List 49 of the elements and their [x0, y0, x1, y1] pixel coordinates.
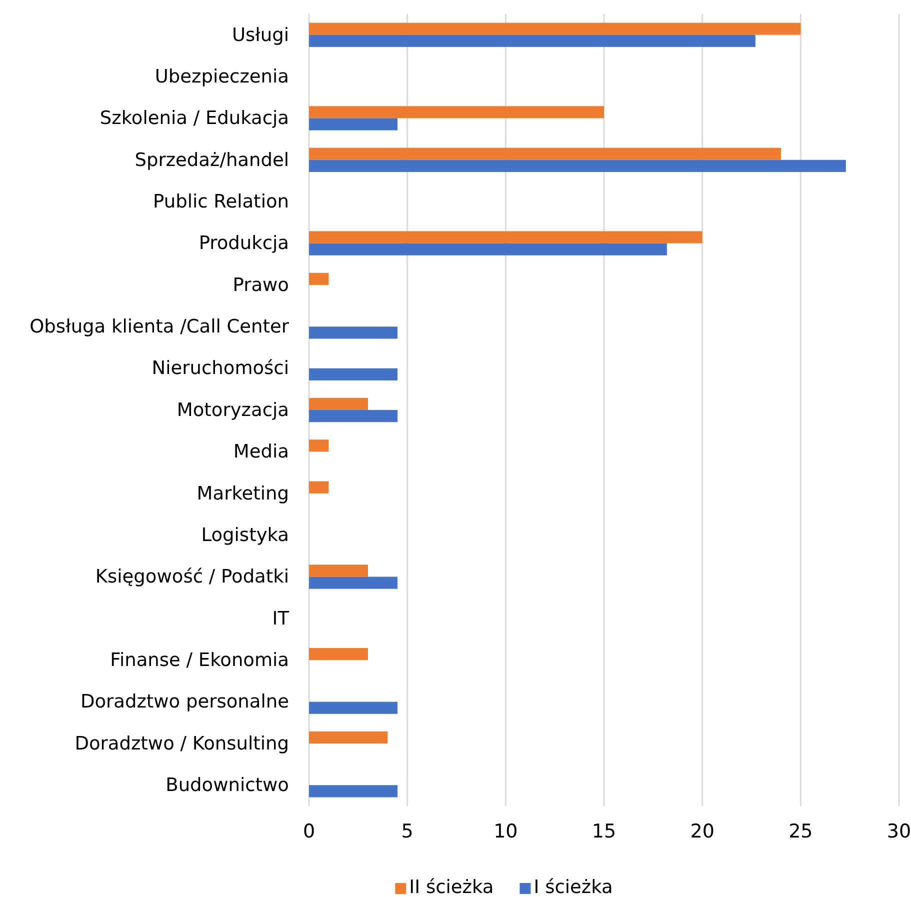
bar [309, 160, 846, 172]
y-tick-label: Ubezpieczenia [154, 66, 289, 88]
y-tick-label: Sprzedaż/handel [134, 150, 289, 171]
x-tick-label: 0 [302, 820, 316, 842]
x-tick-label: 30 [886, 820, 911, 842]
bar [309, 368, 398, 380]
legend-label: II ścieżka [409, 877, 494, 897]
y-tick-label: Logistyka [201, 524, 289, 546]
y-tick-label: Doradztwo / Konsulting [74, 733, 289, 754]
bar [309, 481, 329, 494]
bar [309, 231, 702, 244]
bar [309, 564, 368, 577]
bar [309, 22, 801, 35]
y-tick-label: Prawo [232, 274, 289, 296]
y-tick-label: Nieruchomości [152, 358, 289, 380]
bar [309, 731, 388, 744]
y-tick-label: Doradztwo personalne [80, 692, 289, 713]
x-tick-label: 5 [401, 820, 414, 842]
y-tick-label: Szkolenia / Edukacja [100, 108, 289, 130]
bar [309, 702, 398, 714]
y-tick-label: Marketing [196, 483, 289, 504]
bar [309, 34, 756, 47]
bar [309, 785, 398, 798]
y-tick-label: Media [233, 442, 289, 463]
bar [309, 648, 368, 660]
bar [309, 106, 604, 118]
x-tick-label: 20 [690, 820, 714, 842]
y-tick-label: Produkcja [198, 233, 289, 254]
y-tick-label: Budownictwo [166, 775, 289, 796]
bar [309, 410, 398, 422]
y-tick-label: Motoryzacja [176, 400, 289, 421]
legend-label: I ścieżka [534, 877, 613, 897]
bar [309, 243, 667, 256]
bar [309, 148, 781, 160]
x-tick-label: 10 [494, 820, 518, 842]
x-tick-label: 25 [788, 820, 813, 842]
bar [309, 398, 368, 410]
bar [309, 576, 398, 589]
bar [309, 118, 398, 130]
y-tick-label: IT [272, 608, 290, 630]
y-tick-label: Finanse / Ekonomia [110, 650, 289, 672]
y-tick-label: Obsługa klienta /Call Center [30, 316, 290, 338]
y-tick-label: Usługi [232, 24, 289, 46]
y-tick-label: Księgowość / Podatki [95, 566, 289, 588]
bar [309, 272, 329, 285]
x-tick-label: 15 [592, 820, 616, 842]
bar [309, 440, 329, 452]
bar [309, 326, 398, 339]
y-tick-label: Public Relation [153, 192, 289, 212]
